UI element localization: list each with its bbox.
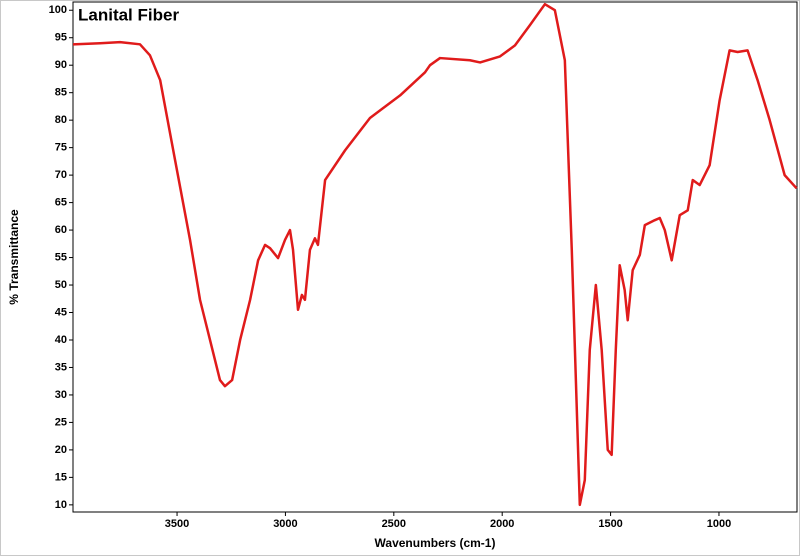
x-tick-label: 1500: [598, 518, 622, 530]
y-tick-label: 80: [55, 114, 67, 126]
y-axis-label: % Transmittance: [7, 209, 21, 305]
chart-title: Lanital Fiber: [78, 5, 179, 24]
y-tick-label: 70: [55, 169, 67, 181]
y-tick-label: 50: [55, 279, 67, 291]
x-tick-label: 3500: [165, 518, 189, 530]
y-tick-label: 95: [55, 32, 67, 44]
y-tick-label: 90: [55, 59, 67, 71]
x-tick-label: 2000: [490, 518, 514, 530]
y-tick-label: 30: [55, 389, 67, 401]
y-tick-label: 75: [55, 142, 67, 154]
y-tick-label: 55: [55, 251, 67, 263]
y-tick-label: 60: [55, 224, 67, 236]
y-tick-label: 10: [55, 499, 67, 511]
x-tick-label: 1000: [707, 518, 731, 530]
spectrum-line: [72, 2, 798, 507]
y-tick-label: 85: [55, 87, 67, 99]
y-tick-label: 20: [55, 444, 67, 456]
x-tick-label: 3000: [273, 518, 297, 530]
x-axis-label: Wavenumbers (cm-1): [375, 536, 496, 550]
y-tick-label: 35: [55, 361, 67, 373]
y-tick-label: 40: [55, 334, 67, 346]
y-tick-label: 65: [55, 196, 67, 208]
y-tick-label: 25: [55, 416, 67, 428]
x-tick-label: 2500: [382, 518, 406, 530]
y-tick-label: 45: [55, 306, 67, 318]
y-tick-label: 15: [55, 471, 67, 483]
y-tick-label: 100: [49, 4, 67, 16]
plot-frame: [72, 1, 798, 513]
